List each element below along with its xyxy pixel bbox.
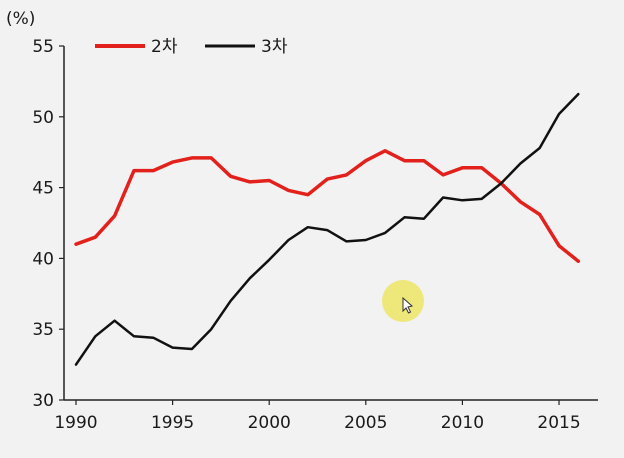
y-tick-label: 35 (32, 320, 54, 340)
x-tick-label: 2005 (344, 413, 387, 433)
x-tick-label: 2010 (441, 413, 484, 433)
y-unit-label: (%) (6, 9, 35, 29)
series-line-2 (74, 92, 580, 366)
y-tick-label: 55 (32, 37, 54, 57)
x-tick-label: 1995 (151, 413, 194, 433)
legend-label: 3차 (261, 37, 288, 57)
y-tick-label: 45 (32, 179, 54, 199)
y-tick-label: 50 (32, 108, 54, 128)
y-tick-label: 40 (32, 249, 54, 269)
x-tick-label: 1990 (54, 413, 97, 433)
series-line-1 (74, 149, 581, 263)
x-tick-label: 2000 (248, 413, 291, 433)
mouse-pointer-icon (402, 296, 414, 314)
y-tick-label: 30 (32, 391, 54, 411)
legend-label: 2차 (151, 37, 178, 57)
x-tick-label: 2015 (537, 413, 580, 433)
